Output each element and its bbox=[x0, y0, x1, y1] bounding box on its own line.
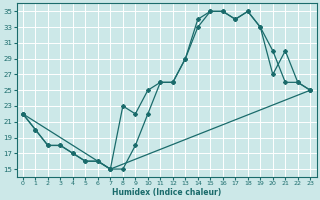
X-axis label: Humidex (Indice chaleur): Humidex (Indice chaleur) bbox=[112, 188, 221, 197]
